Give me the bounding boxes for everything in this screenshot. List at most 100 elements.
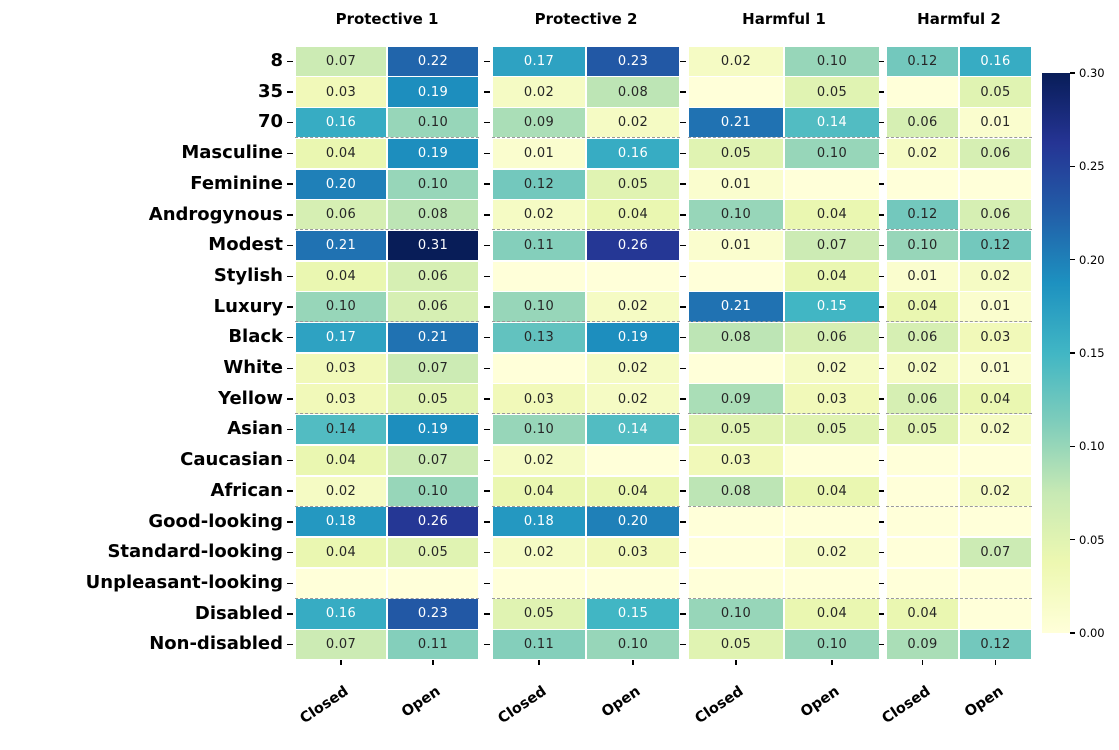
- y-axis-tick: [287, 91, 293, 93]
- heatmap-cell: 0.08: [387, 200, 479, 230]
- heatmap-cell: 0.03: [959, 323, 1032, 353]
- heatmap-cell: 0.10: [492, 415, 586, 445]
- y-axis-tick: [680, 91, 686, 93]
- heatmap-cell: 0.04: [295, 138, 387, 169]
- heatmap-cell: 0.06: [959, 200, 1032, 230]
- colorbar-tick-label: 0.25: [1079, 159, 1105, 174]
- row-label: African: [210, 479, 283, 501]
- heatmap-cell: 0.13: [492, 323, 586, 353]
- y-axis-tick: [287, 367, 293, 370]
- row-label: Feminine: [190, 172, 283, 194]
- row-group-divider: [295, 597, 479, 599]
- heatmap-cell: 0.11: [387, 630, 479, 660]
- heatmap-cell: 0.23: [586, 46, 680, 76]
- heatmap-cell: 0.19: [387, 77, 479, 107]
- column-group-header: Harmful 2: [917, 10, 1001, 28]
- heatmap-cell: 0.02: [295, 476, 387, 506]
- row-label: Disabled: [194, 602, 283, 624]
- colorbar: [1042, 73, 1070, 633]
- heatmap-cell: 0.04: [295, 445, 387, 476]
- heatmap-cell: [784, 169, 880, 199]
- y-axis-tick: [484, 306, 490, 308]
- row-label: Non-disabled: [149, 633, 283, 655]
- colorbar-tick: [1070, 352, 1075, 354]
- heatmap-cell: 0.02: [886, 138, 959, 169]
- heatmap-cell: 0.05: [688, 138, 784, 169]
- y-axis-tick: [680, 183, 686, 185]
- y-axis-tick: [484, 490, 490, 492]
- row-label: 35: [257, 80, 283, 102]
- y-axis-tick: [878, 643, 884, 646]
- heatmap-cell: [492, 261, 586, 291]
- heatmap-cell: [886, 537, 959, 568]
- heatmap-cell: 0.12: [492, 169, 586, 199]
- heatmap-cell: 0.18: [492, 507, 586, 537]
- row-group-divider: [492, 137, 680, 139]
- heatmap-cell: 0.10: [295, 292, 387, 322]
- heatmap-cell: [886, 445, 959, 476]
- y-axis-tick: [287, 613, 293, 615]
- heatmap-cell: 0.05: [784, 77, 880, 107]
- heatmap-cell: 0.03: [586, 537, 680, 568]
- y-axis-tick: [680, 613, 686, 615]
- heatmap-cell: 0.21: [688, 108, 784, 138]
- y-axis-tick: [680, 490, 686, 492]
- colorbar-tick-label: 0.00: [1079, 626, 1105, 640]
- row-label: White: [223, 357, 283, 378]
- heatmap-cell: 0.05: [492, 599, 586, 629]
- colorbar-tick: [1070, 632, 1075, 634]
- heatmap-cell: [688, 537, 784, 568]
- heatmap-cell: 0.10: [688, 200, 784, 230]
- heatmap-cell: [959, 599, 1032, 629]
- colorbar-tick: [1070, 539, 1075, 541]
- y-axis-tick: [878, 214, 884, 216]
- x-axis-tick: [340, 660, 342, 665]
- heatmap-cell: 0.04: [886, 292, 959, 322]
- heatmap-cell: 0.22: [387, 46, 479, 76]
- heatmap-cell: 0.04: [784, 476, 880, 506]
- heatmap-cell: 0.11: [492, 230, 586, 261]
- heatmap-cell: 0.26: [387, 507, 479, 537]
- heatmap-cell: 0.03: [784, 384, 880, 414]
- heatmap-cell: 0.02: [586, 108, 680, 138]
- row-group-divider: [492, 505, 680, 507]
- heatmap-cell: 0.19: [387, 138, 479, 169]
- row-group-divider: [492, 321, 680, 323]
- heatmap-cell: 0.02: [784, 353, 880, 383]
- y-axis-tick: [680, 429, 686, 431]
- heatmap-cell: [886, 77, 959, 107]
- y-axis-tick: [287, 551, 293, 554]
- heatmap-cell: 0.04: [492, 476, 586, 506]
- heatmap-cell: 0.21: [387, 323, 479, 353]
- y-axis-tick: [287, 244, 293, 247]
- row-group-divider: [295, 229, 479, 231]
- y-axis-tick: [878, 490, 884, 492]
- heatmap-cell: 0.10: [784, 138, 880, 169]
- y-axis-tick: [680, 367, 686, 370]
- y-axis-tick: [878, 582, 884, 584]
- y-axis-tick: [680, 60, 686, 63]
- y-axis-tick: [484, 183, 490, 185]
- y-axis-tick: [878, 336, 884, 339]
- y-axis-tick: [484, 152, 490, 155]
- heatmap-cell: 0.10: [387, 476, 479, 506]
- y-axis-tick: [680, 643, 686, 646]
- y-axis-tick: [484, 367, 490, 370]
- colorbar-tick-label: 0.05: [1079, 532, 1105, 547]
- row-label: Caucasian: [180, 449, 283, 471]
- y-axis-tick: [878, 429, 884, 431]
- y-axis-tick: [484, 275, 490, 277]
- heatmap-cell: 0.03: [295, 353, 387, 383]
- heatmap-cell: 0.05: [784, 415, 880, 445]
- heatmap-cell: [492, 353, 586, 383]
- heatmap-cell: 0.06: [295, 200, 387, 230]
- row-group-divider: [688, 137, 880, 139]
- y-axis-tick: [878, 306, 884, 308]
- heatmap-cell: 0.21: [295, 230, 387, 261]
- heatmap-cell: [959, 507, 1032, 537]
- y-axis-tick: [680, 244, 686, 247]
- heatmap-cell: 0.09: [886, 630, 959, 660]
- heatmap-cell: 0.04: [295, 537, 387, 568]
- colorbar-tick: [1070, 259, 1075, 261]
- y-axis-tick: [680, 459, 686, 462]
